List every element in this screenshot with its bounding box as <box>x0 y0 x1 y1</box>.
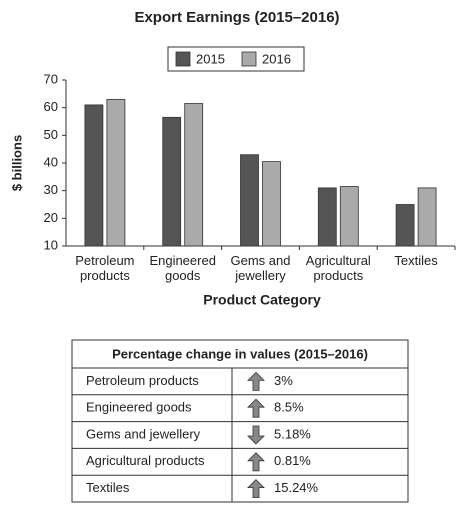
row-value: 3% <box>274 373 293 388</box>
legend-box <box>167 46 305 72</box>
x-tick-label: Gems and jewellery <box>230 253 291 283</box>
x-tick-label: Textiles <box>394 253 438 268</box>
bar <box>106 98 126 247</box>
legend-swatch <box>241 51 257 67</box>
row-name: Gems and jewellery <box>86 426 201 441</box>
bar <box>417 187 437 247</box>
row-name: Engineered goods <box>86 400 192 415</box>
y-tick-label: 10 <box>44 237 58 252</box>
row-value: 0.81% <box>274 453 311 468</box>
chart-title: Export Earnings (2015–2016) <box>134 9 339 26</box>
bar <box>84 104 104 247</box>
row-name: Petroleum products <box>86 373 199 388</box>
y-tick-label: 20 <box>44 210 58 225</box>
x-tick-label: Engineered goods <box>149 253 216 283</box>
bar <box>240 154 259 247</box>
legend-label: 2015 <box>196 51 225 66</box>
y-axis-label: $ billions <box>9 135 24 191</box>
table-title: Percentage change in values (2015–2016) <box>112 346 368 361</box>
x-axis-label: Product Category <box>203 292 321 308</box>
y-tick-label: 30 <box>44 182 58 197</box>
row-value: 8.5% <box>274 400 304 415</box>
bar <box>339 186 359 247</box>
bar <box>262 161 281 247</box>
y-tick-label: 50 <box>44 127 58 142</box>
arrow-icon <box>247 398 265 418</box>
arrow-icon <box>247 479 265 499</box>
arrow-icon <box>247 371 265 391</box>
row-name: Agricultural products <box>86 453 205 468</box>
row-value: 5.18% <box>274 426 311 441</box>
x-tick-label: Petroleum products <box>75 253 135 283</box>
bar <box>162 116 182 247</box>
legend-label: 2016 <box>262 51 291 66</box>
bar <box>317 187 337 247</box>
y-tick-label: 70 <box>44 71 58 86</box>
y-tick-label: 60 <box>44 99 58 114</box>
table-border <box>71 339 409 503</box>
row-name: Textiles <box>86 480 130 495</box>
bar <box>395 204 415 247</box>
x-tick-label: Agricultural products <box>305 253 371 283</box>
arrow-icon <box>247 425 265 445</box>
y-tick-label: 40 <box>44 154 58 169</box>
legend-swatch <box>175 51 191 67</box>
row-value: 15.24% <box>274 480 319 495</box>
arrow-icon <box>247 452 265 472</box>
bar <box>184 103 204 247</box>
